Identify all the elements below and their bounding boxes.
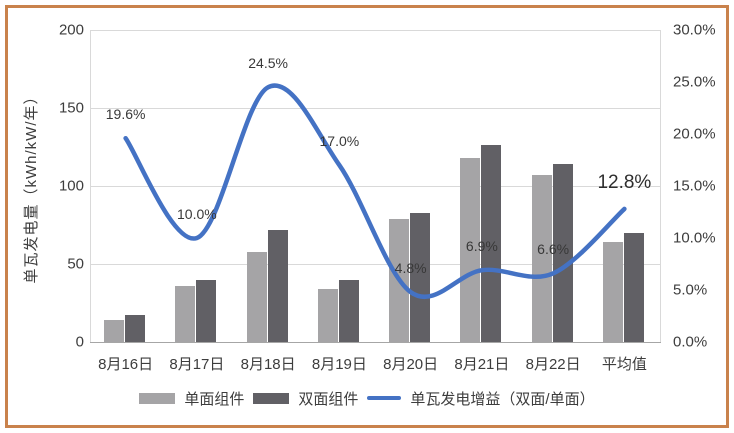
bar-双面组件-8月16日: [125, 315, 146, 342]
bar-双面组件-8月19日: [338, 279, 359, 342]
y-right-tick-5.0%: 5.0%: [673, 281, 708, 299]
gain-label-6.9%: 6.9%: [465, 238, 498, 255]
legend-swatch-gain-line: [367, 396, 402, 400]
gridline-150: [90, 108, 660, 109]
bar-单面组件-8月16日: [104, 320, 125, 342]
y-left-tick-200: 200: [58, 21, 84, 39]
gain-label-24.5%: 24.5%: [248, 55, 288, 72]
x-label-平均值: 平均值: [601, 356, 647, 373]
bar-双面组件-8月18日: [267, 229, 288, 342]
x-label-8月17日: 8月17日: [169, 356, 225, 373]
y-left-tick-100: 100: [58, 177, 84, 195]
y-right-tick-20.0%: 20.0%: [673, 125, 716, 143]
legend-label-gain: 单瓦发电增益（双面/单面）: [410, 390, 595, 408]
y-right-tick-30.0%: 30.0%: [673, 21, 716, 39]
bar-单面组件-8月22日: [531, 175, 552, 342]
y-left-tick-0: 0: [75, 333, 84, 351]
y-right-tick-25.0%: 25.0%: [673, 73, 716, 91]
bar-单面组件-8月17日: [175, 285, 196, 342]
y-left-tick-50: 50: [67, 255, 84, 273]
legend: 单面组件 双面组件 单瓦发电增益（双面/单面）: [0, 388, 734, 408]
x-axis-line: [90, 342, 661, 343]
legend-swatch-unifacial: [139, 392, 176, 404]
bar-单面组件-8月18日: [246, 251, 267, 342]
legend-swatch-bifacial: [253, 392, 290, 404]
plot-border-right: [660, 30, 661, 342]
y-axis-line-left: [90, 30, 91, 342]
x-label-8月16日: 8月16日: [98, 356, 154, 373]
x-label-8月20日: 8月20日: [383, 356, 439, 373]
gridline-200: [90, 30, 660, 31]
gain-label-4.8%: 4.8%: [394, 260, 427, 277]
x-label-8月18日: 8月18日: [240, 356, 296, 373]
bar-双面组件-平均值: [623, 232, 644, 342]
bar-单面组件-平均值: [602, 242, 623, 342]
legend-label-bifacial: 双面组件: [298, 390, 359, 408]
x-label-8月19日: 8月19日: [311, 356, 367, 373]
gain-label-10.0%: 10.0%: [177, 206, 217, 222]
gain-label-19.6%: 19.6%: [105, 106, 146, 123]
chart-border-frame: [5, 5, 729, 428]
gridline-50: [90, 264, 660, 265]
gain-label-12.8%: 12.8%: [597, 171, 652, 193]
x-label-8月22日: 8月22日: [525, 356, 581, 373]
gain-label-17.0%: 17.0%: [319, 133, 360, 150]
y-left-tick-150: 150: [58, 99, 84, 117]
y-right-tick-0.0%: 0.0%: [673, 333, 708, 351]
legend-label-unifacial: 单面组件: [184, 390, 245, 408]
gridline-100: [90, 186, 660, 187]
bar-单面组件-8月20日: [389, 218, 410, 342]
x-label-8月21日: 8月21日: [454, 356, 510, 373]
bar-双面组件-8月17日: [196, 279, 217, 342]
y-right-tick-15.0%: 15.0%: [673, 177, 716, 195]
bar-双面组件-8月20日: [410, 212, 431, 342]
bar-单面组件-8月19日: [317, 288, 338, 342]
y-right-tick-10.0%: 10.0%: [673, 229, 716, 247]
gain-label-6.6%: 6.6%: [537, 241, 570, 258]
